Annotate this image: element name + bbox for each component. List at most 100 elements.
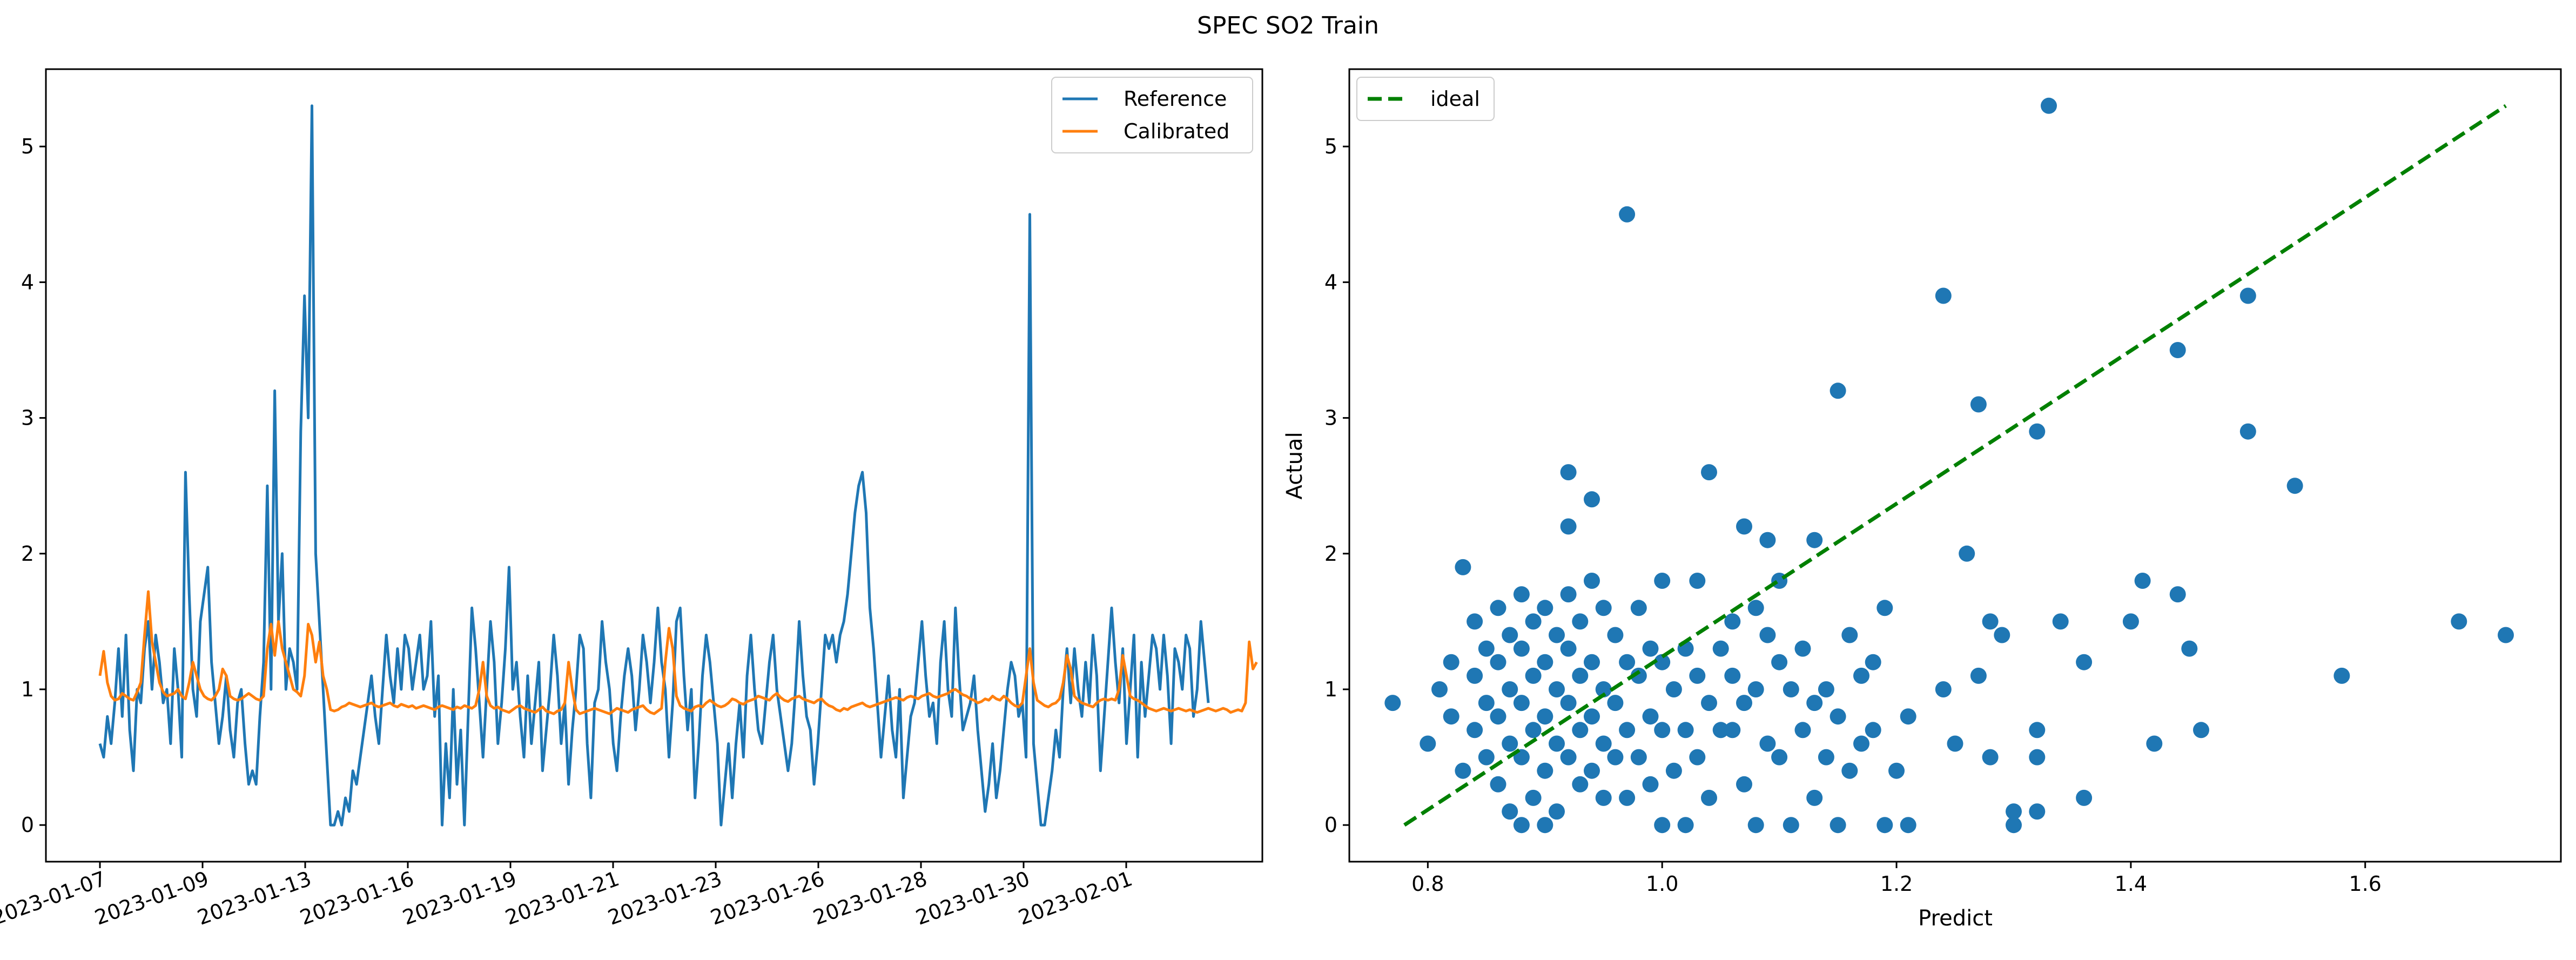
- scatter-point: [1935, 681, 1952, 697]
- scatter-point: [1549, 627, 1565, 643]
- scatter-point: [1467, 722, 1483, 739]
- line-chart-x-ticks: 2023-01-072023-01-092023-01-132023-01-16…: [0, 862, 1135, 930]
- legend-label-reference: Reference: [1124, 87, 1227, 111]
- legend-box: [1356, 77, 1495, 121]
- scatter-point: [1935, 287, 1952, 304]
- legend-box: [1051, 77, 1253, 153]
- x-tick-label: 2023-01-16: [297, 867, 418, 930]
- scatter-point: [1982, 613, 1999, 630]
- scatter-point: [2006, 817, 2022, 834]
- x-tick-label: 2023-01-28: [810, 867, 931, 930]
- scatter-chart: 0 1 2 3 4 5 0.8 1.0 1.2 1.4 1.6 Predict Actual id…: [1282, 68, 2562, 931]
- x-tick-label: 2023-01-26: [708, 867, 828, 930]
- scatter-point: [1677, 722, 1694, 739]
- scatter-point: [1783, 681, 1799, 697]
- scatter-point: [1853, 735, 1869, 752]
- scatter-point: [1747, 600, 1764, 616]
- scatter-point: [1701, 695, 1717, 711]
- scatter-chart-frame: [1348, 68, 2562, 863]
- scatter-point: [1689, 749, 1706, 766]
- scatter-point: [1490, 654, 1506, 670]
- x-tick-label: 1.2: [1880, 872, 1913, 896]
- y-tick-label: 0: [21, 813, 34, 837]
- scatter-point: [1584, 708, 1600, 725]
- scatter-point: [2029, 722, 2046, 739]
- scatter-point: [1513, 695, 1530, 711]
- line-chart-legend: Reference Calibrated: [1051, 77, 1253, 153]
- scatter-point: [1630, 600, 1647, 616]
- scatter-point: [1595, 681, 1612, 697]
- scatter-point: [1560, 518, 1577, 535]
- line-chart-series: [98, 104, 1258, 827]
- scatter-point: [1654, 654, 1671, 670]
- scatter-point: [1537, 762, 1553, 779]
- scatter-point: [1502, 803, 1518, 820]
- scatter-point: [1537, 708, 1553, 725]
- scatter-point: [1970, 667, 1987, 684]
- y-tick-label: 1: [21, 677, 34, 701]
- y-tick-label: 1: [1324, 677, 1337, 701]
- scatter-point: [2134, 573, 2151, 589]
- scatter-point: [1490, 600, 1506, 616]
- scatter-point: [1478, 695, 1495, 711]
- scatter-point: [1490, 776, 1506, 793]
- scatter-point: [1584, 491, 1600, 508]
- scatter-point: [1806, 695, 1823, 711]
- series-line-calibrated: [98, 590, 1258, 715]
- scatter-point: [1818, 681, 1834, 697]
- scatter-point: [2169, 586, 2186, 603]
- scatter-point: [1549, 735, 1565, 752]
- scatter-point: [1467, 613, 1483, 630]
- scatter-point: [1513, 817, 1530, 834]
- x-tick-label: 2023-01-30: [913, 867, 1033, 930]
- scatter-point: [1759, 627, 1776, 643]
- x-tick-label: 2023-01-13: [194, 867, 315, 930]
- line-chart-frame: [45, 68, 1263, 863]
- y-tick-label: 4: [21, 270, 34, 294]
- scatter-point: [1513, 640, 1530, 657]
- scatter-point: [1490, 708, 1506, 725]
- scatter-point: [1560, 586, 1577, 603]
- scatter-point: [1513, 586, 1530, 603]
- scatter-point: [1584, 762, 1600, 779]
- scatter-point: [1888, 762, 1905, 779]
- scatter-point: [1478, 640, 1495, 657]
- scatter-point: [1607, 749, 1624, 766]
- scatter-point: [1900, 708, 1916, 725]
- scatter-point: [1537, 654, 1553, 670]
- scatter-point: [1959, 545, 1975, 562]
- scatter-point: [1654, 817, 1671, 834]
- scatter-point: [1443, 708, 1459, 725]
- scatter-point: [1771, 654, 1788, 670]
- scatter-point: [1572, 667, 1589, 684]
- scatter-point: [1830, 382, 1846, 399]
- scatter-point: [2052, 613, 2069, 630]
- scatter-point: [1584, 573, 1600, 589]
- scatter-point: [1865, 654, 1881, 670]
- scatter-points: [1384, 97, 2514, 834]
- scatter-point: [1724, 667, 1741, 684]
- scatter-point: [2239, 287, 2256, 304]
- x-tick-label: 2023-02-01: [1015, 867, 1136, 930]
- scatter-point: [1630, 749, 1647, 766]
- scatter-point: [1677, 817, 1694, 834]
- scatter-point: [1865, 722, 1881, 739]
- scatter-point: [1384, 695, 1401, 711]
- scatter-point: [1607, 627, 1624, 643]
- scatter-point: [1420, 735, 1436, 752]
- scatter-point: [1736, 518, 1752, 535]
- scatter-point: [1572, 776, 1589, 793]
- scatter-point: [1549, 681, 1565, 697]
- scatter-point: [1759, 532, 1776, 548]
- scatter-point: [1619, 206, 1636, 223]
- scatter-point: [2286, 478, 2303, 494]
- x-tick-label: 2023-01-07: [0, 867, 109, 930]
- x-tick-label: 2023-01-21: [502, 867, 623, 930]
- y-tick-label: 3: [21, 406, 34, 430]
- scatter-point: [1771, 749, 1788, 766]
- scatter-point: [1584, 654, 1600, 670]
- legend-label-calibrated: Calibrated: [1124, 119, 1229, 143]
- scatter-point: [1537, 600, 1553, 616]
- scatter-point: [2498, 627, 2514, 643]
- scatter-point: [1525, 613, 1542, 630]
